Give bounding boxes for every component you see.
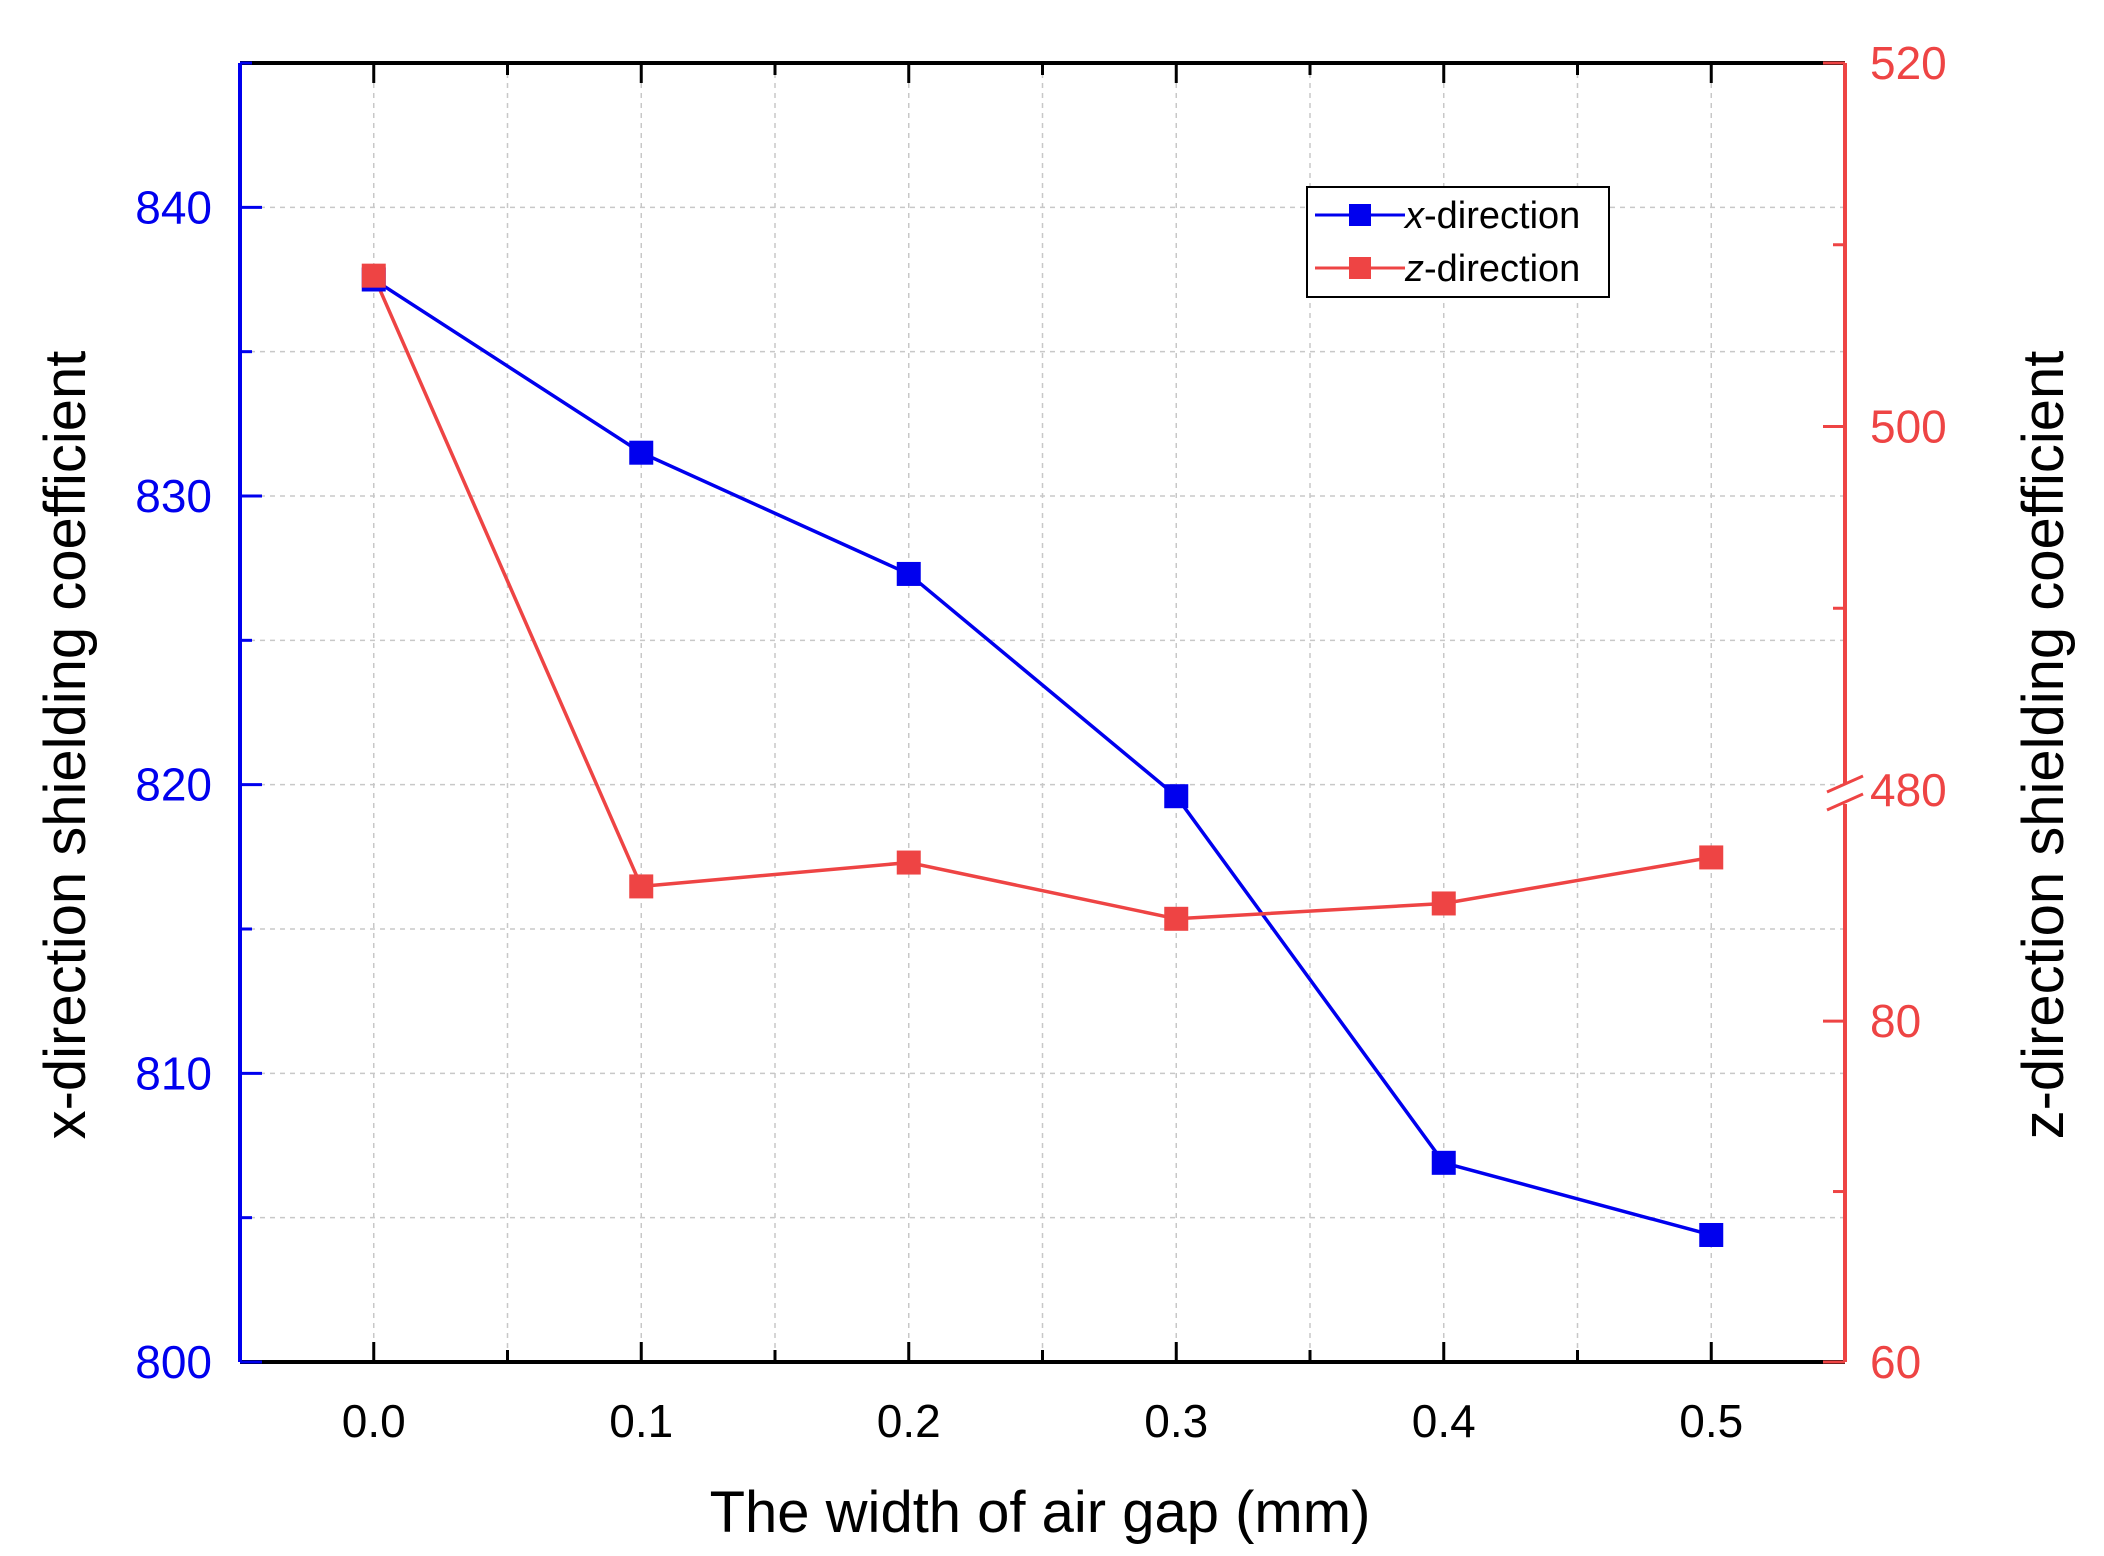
axes (238, 61, 1864, 1364)
series-line-x (372, 278, 1712, 1237)
series-markers (361, 263, 1724, 1247)
right-tick-label: 500 (1870, 401, 1947, 453)
series-marker-x (1431, 1150, 1456, 1175)
series-marker-z (896, 850, 921, 875)
series-marker-z (629, 874, 654, 899)
legend-label-z-prefix: z (1404, 248, 1424, 290)
right-tick-label: 60 (1870, 1336, 1921, 1388)
left-tick-label: 830 (135, 470, 212, 522)
left-tick-labels: 800 810 820 830 840 (135, 181, 212, 1388)
series-marker-x (629, 440, 654, 465)
series-marker-x (1699, 1222, 1724, 1247)
x-tick-label: 0.3 (1144, 1395, 1208, 1447)
right-tick-label: 480 (1870, 764, 1947, 816)
left-tick-label: 840 (135, 181, 212, 233)
legend-label-x: x-direction (1403, 195, 1580, 237)
series-marker-z (1699, 845, 1724, 870)
x-tick-label: 0.4 (1412, 1395, 1476, 1447)
legend-label-x-prefix: x (1403, 195, 1426, 237)
legend-label-z-suffix: -direction (1424, 248, 1580, 290)
series-marker-z (1164, 906, 1189, 931)
x-tick-label: 0.0 (342, 1395, 406, 1447)
grid (240, 63, 1845, 1362)
series-line-z (372, 274, 1712, 921)
legend-entry-z: z-direction (1315, 248, 1580, 290)
x-tick-label: 0.1 (609, 1395, 673, 1447)
x-tick-label: 0.5 (1679, 1395, 1743, 1447)
legend: x-direction z-direction (1306, 186, 1610, 298)
series-lines (372, 274, 1712, 1237)
x-tick-label: 0.2 (877, 1395, 941, 1447)
series-marker-z (1431, 891, 1456, 916)
legend-marker-x (1349, 204, 1371, 226)
left-tick-label: 820 (135, 759, 212, 811)
legend-label-x-suffix: -direction (1424, 195, 1580, 237)
series-marker-x (896, 561, 921, 586)
right-tick-labels: 60 80 480 500 520 (1870, 37, 1947, 1388)
x-axis-title: The width of air gap (mm) (710, 1480, 1371, 1545)
x-tick-labels: 0.0 0.1 0.2 0.3 0.4 0.5 (342, 1395, 1743, 1447)
left-tick-label: 800 (135, 1336, 212, 1388)
right-tick-label: 80 (1870, 995, 1921, 1047)
legend-entry-x: x-direction (1315, 195, 1580, 237)
right-tick-label: 520 (1870, 37, 1947, 89)
legend-marker-z (1349, 257, 1371, 279)
series-marker-z (361, 263, 386, 288)
series-marker-x (1164, 784, 1189, 809)
left-axis-title: x-direction shielding coefficient (33, 351, 98, 1140)
left-tick-label: 810 (135, 1047, 212, 1099)
axis-break-mark (1826, 792, 1864, 812)
axis-break-mark (1826, 774, 1864, 794)
right-axis-title: z-direction shielding coefficient (2011, 351, 2076, 1140)
legend-label-z: z-direction (1404, 248, 1580, 290)
